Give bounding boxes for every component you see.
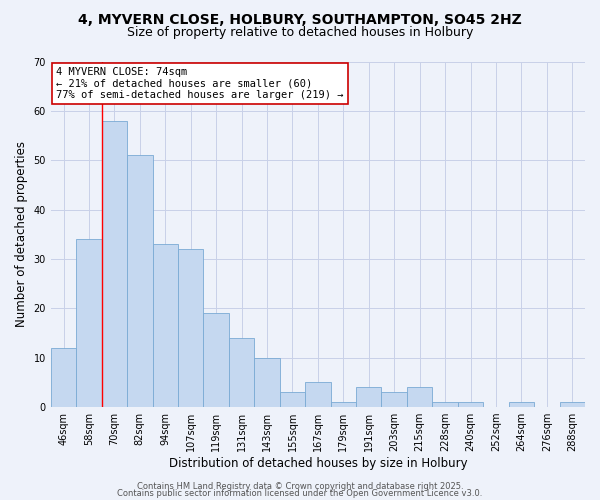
Text: Contains HM Land Registry data © Crown copyright and database right 2025.: Contains HM Land Registry data © Crown c… — [137, 482, 463, 491]
X-axis label: Distribution of detached houses by size in Holbury: Distribution of detached houses by size … — [169, 457, 467, 470]
Bar — [127, 156, 152, 407]
Bar — [560, 402, 585, 407]
Bar — [356, 388, 382, 407]
Text: Contains public sector information licensed under the Open Government Licence v3: Contains public sector information licen… — [118, 489, 482, 498]
Bar — [305, 382, 331, 407]
Bar — [152, 244, 178, 407]
Bar — [101, 120, 127, 407]
Bar — [280, 392, 305, 407]
Bar — [229, 338, 254, 407]
Bar — [509, 402, 534, 407]
Bar — [76, 239, 101, 407]
Bar — [331, 402, 356, 407]
Bar — [433, 402, 458, 407]
Bar — [203, 314, 229, 407]
Bar — [178, 249, 203, 407]
Text: 4, MYVERN CLOSE, HOLBURY, SOUTHAMPTON, SO45 2HZ: 4, MYVERN CLOSE, HOLBURY, SOUTHAMPTON, S… — [78, 12, 522, 26]
Bar — [458, 402, 483, 407]
Text: 4 MYVERN CLOSE: 74sqm
← 21% of detached houses are smaller (60)
77% of semi-deta: 4 MYVERN CLOSE: 74sqm ← 21% of detached … — [56, 66, 344, 100]
Bar — [51, 348, 76, 407]
Y-axis label: Number of detached properties: Number of detached properties — [15, 142, 28, 328]
Bar — [382, 392, 407, 407]
Bar — [407, 388, 433, 407]
Bar — [254, 358, 280, 407]
Text: Size of property relative to detached houses in Holbury: Size of property relative to detached ho… — [127, 26, 473, 39]
